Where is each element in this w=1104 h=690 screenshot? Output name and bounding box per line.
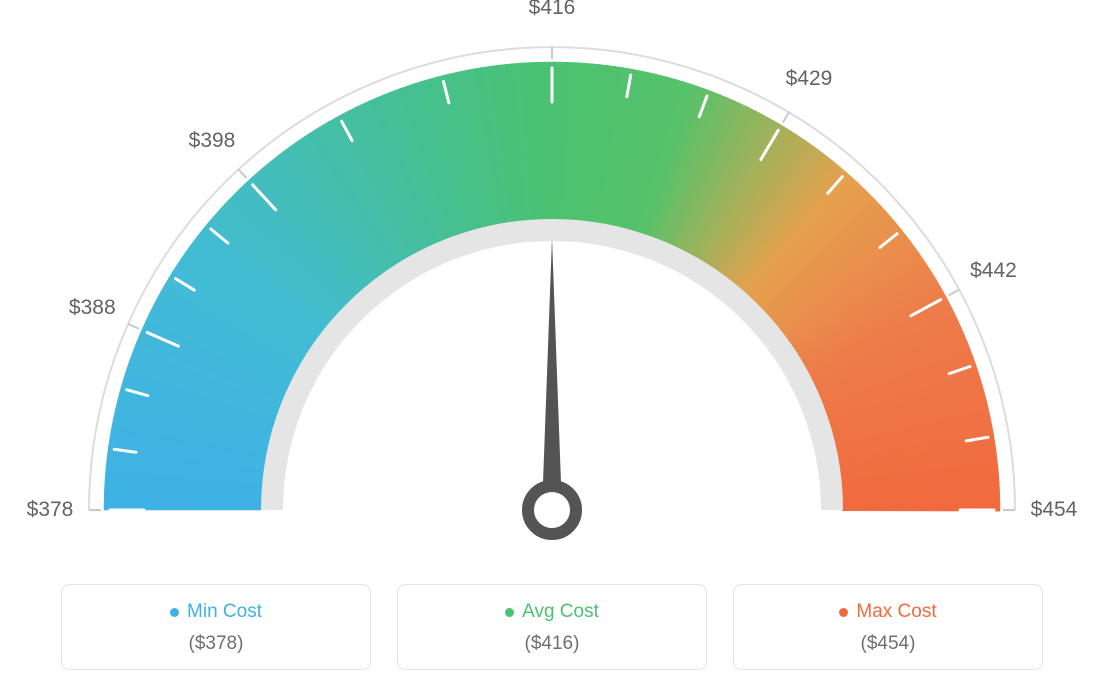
legend-dot-min	[170, 608, 179, 617]
gauge-svg	[0, 0, 1104, 560]
legend-value-max: ($454)	[744, 633, 1032, 655]
gauge-tick-label: $398	[189, 129, 236, 153]
gauge-needle-hub	[528, 486, 576, 534]
legend-dot-max	[839, 608, 848, 617]
cost-gauge: $378 $388 $398 $416 $429 $442 $454	[0, 0, 1104, 560]
legend-dot-avg	[505, 608, 514, 617]
legend-card-min: Min Cost ($378)	[61, 584, 371, 670]
gauge-tick-label: $442	[970, 259, 1017, 283]
legend-label-min: Min Cost	[187, 601, 262, 623]
gauge-tick-label: $378	[27, 498, 74, 522]
gauge-tick-label: $416	[529, 0, 576, 20]
gauge-needle	[542, 238, 562, 510]
legend-label-max: Max Cost	[856, 601, 936, 623]
legend-label-avg: Avg Cost	[522, 601, 599, 623]
gauge-tick-label: $388	[69, 296, 116, 320]
legend-value-min: ($378)	[72, 633, 360, 655]
legend-card-max: Max Cost ($454)	[733, 584, 1043, 670]
gauge-tick-label: $454	[1031, 498, 1078, 522]
legend-row: Min Cost ($378) Avg Cost ($416) Max Cost…	[0, 584, 1104, 670]
gauge-tick-label: $429	[786, 67, 833, 91]
legend-value-avg: ($416)	[408, 633, 696, 655]
legend-card-avg: Avg Cost ($416)	[397, 584, 707, 670]
